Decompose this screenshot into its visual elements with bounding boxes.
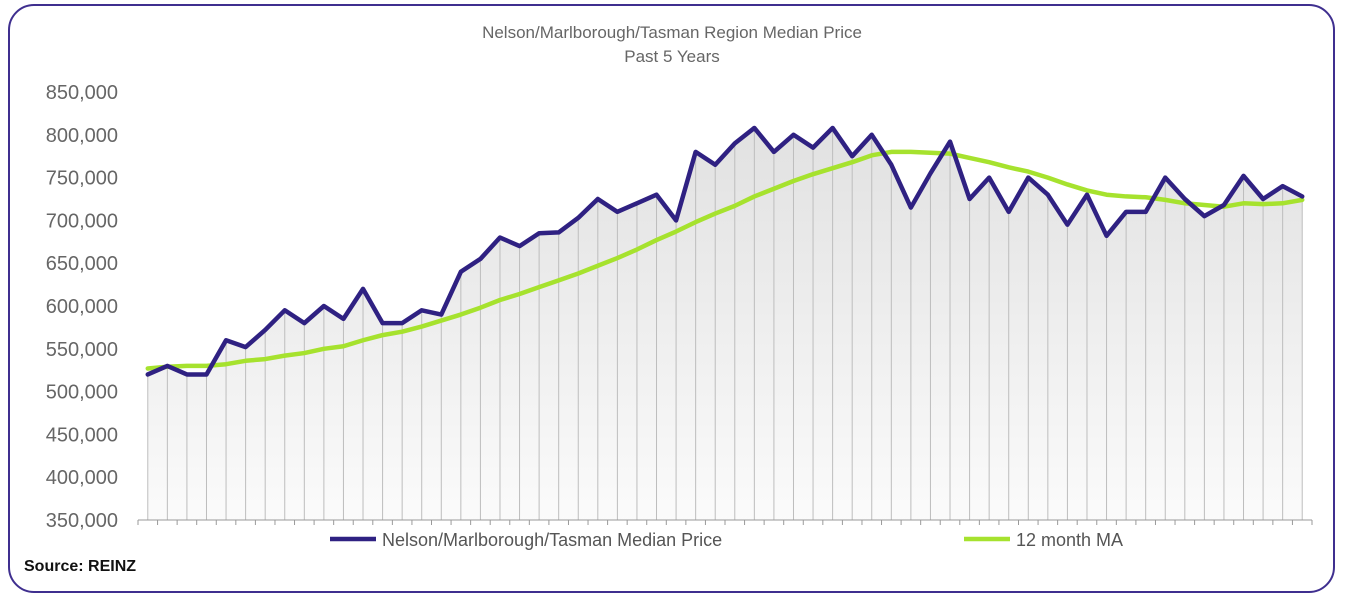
series-line-median-price — [145, 125, 1305, 377]
area-fill — [147, 127, 1303, 521]
y-tick-label: 400,000 — [46, 467, 118, 489]
x-axis-ticks — [137, 520, 1313, 525]
y-tick-label: 550,000 — [46, 339, 118, 361]
y-tick-label: 800,000 — [46, 125, 118, 147]
source-note: Source: REINZ — [24, 558, 137, 575]
y-tick-label: 700,000 — [46, 210, 118, 232]
y-tick-label: 500,000 — [46, 382, 118, 404]
chart-subtitle: Past 5 Years — [624, 47, 719, 66]
y-tick-label: 750,000 — [46, 168, 118, 190]
legend-label-ma: 12 month MA — [1016, 530, 1123, 550]
y-tick-label: 850,000 — [46, 82, 118, 104]
series-line-12-month-ma — [145, 149, 1305, 371]
y-tick-label: 650,000 — [46, 253, 118, 275]
chart-title: Nelson/Marlborough/Tasman Region Median … — [482, 23, 862, 42]
area-fill-layer — [147, 127, 1303, 521]
y-axis-tick-labels: 850,000 800,000 750,000 700,000 650,000 600,0… — [46, 82, 118, 532]
y-tick-label: 600,000 — [46, 296, 118, 318]
y-tick-label: 450,000 — [46, 424, 118, 446]
legend-label-median: Nelson/Marlborough/Tasman Median Price — [382, 530, 722, 550]
series-lines — [145, 125, 1305, 377]
y-tick-label: 350,000 — [46, 510, 118, 532]
vertical-gridlines — [147, 127, 1303, 520]
legend: Nelson/Marlborough/Tasman Median Price 1… — [330, 530, 1123, 550]
